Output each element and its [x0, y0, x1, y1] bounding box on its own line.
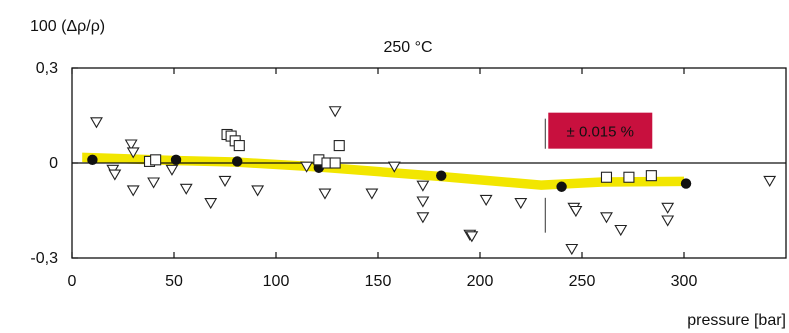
x-tick-label: 100: [263, 273, 290, 290]
data-point-open-triangle: [465, 231, 479, 243]
data-point-filled-circle: [680, 178, 692, 189]
data-point-open-triangle: [90, 117, 103, 129]
data-point-open-triangle: [318, 188, 332, 200]
data-point-open-triangle: [179, 183, 193, 195]
x-tick-label: 150: [365, 273, 392, 290]
data-point-open-triangle: [600, 212, 613, 224]
data-point-open-triangle: [569, 205, 583, 218]
data-points: [87, 106, 777, 256]
x-tick-label: 200: [467, 273, 494, 290]
y-tick-label: -0,3: [30, 250, 58, 267]
data-point-open-triangle: [416, 180, 430, 192]
data-point-open-triangle: [514, 198, 528, 210]
data-point-filled-circle: [436, 170, 447, 181]
y-tick-label: 0,3: [36, 60, 58, 77]
data-point-open-square: [600, 171, 613, 183]
data-point-open-triangle: [124, 139, 138, 151]
data-point-open-triangle: [365, 188, 379, 200]
data-point-open-triangle: [661, 215, 675, 227]
data-point-open-square: [150, 154, 162, 166]
data-point-open-triangle: [126, 185, 140, 197]
data-point-open-triangle: [328, 106, 342, 118]
x-tick-label: 0: [68, 273, 77, 290]
data-point-open-square: [329, 157, 341, 169]
y-tick-label: 0: [49, 155, 58, 172]
data-point-open-triangle: [300, 161, 314, 173]
data-point-open-square: [623, 171, 635, 183]
data-point-open-triangle: [147, 177, 161, 189]
data-point-open-triangle: [108, 169, 122, 181]
x-axis-label: pressure [bar]: [687, 312, 786, 329]
annotation-text: ± 0.015 %: [567, 124, 634, 141]
data-point-open-triangle: [565, 243, 579, 256]
data-point-open-triangle: [126, 147, 140, 159]
x-tick-label: 50: [165, 273, 183, 290]
data-point-filled-circle: [556, 181, 567, 192]
data-point-open-triangle: [416, 196, 430, 208]
chart-title: 250 °C: [383, 39, 432, 56]
axis-ticks: 0 50 100 150 200 250 300 0,3 0 -0,3: [30, 60, 697, 290]
data-point-open-triangle: [387, 161, 401, 173]
data-point-open-square: [645, 170, 657, 182]
data-point-open-square: [233, 140, 245, 152]
x-tick-label: 300: [671, 273, 698, 290]
data-point-open-triangle: [416, 212, 430, 224]
data-point-filled-circle: [232, 156, 243, 167]
data-point-open-triangle: [661, 202, 675, 214]
data-point-open-triangle: [165, 164, 179, 176]
data-point-open-triangle: [479, 194, 493, 207]
data-point-open-triangle: [251, 185, 265, 197]
data-point-open-triangle: [204, 198, 218, 210]
x-tick-label: 250: [569, 273, 596, 290]
data-point-open-triangle: [614, 224, 628, 237]
data-point-filled-circle: [170, 154, 182, 166]
annotation-box: [548, 112, 653, 149]
data-point-open-square: [333, 140, 345, 152]
uncertainty-annotation: ± 0.015 %: [544, 112, 653, 233]
data-point-open-triangle: [218, 175, 232, 188]
data-point-open-triangle: [763, 175, 777, 188]
y-axis-label: 100 (Δρ/ρ): [30, 18, 105, 35]
data-point-filled-circle: [87, 154, 98, 166]
